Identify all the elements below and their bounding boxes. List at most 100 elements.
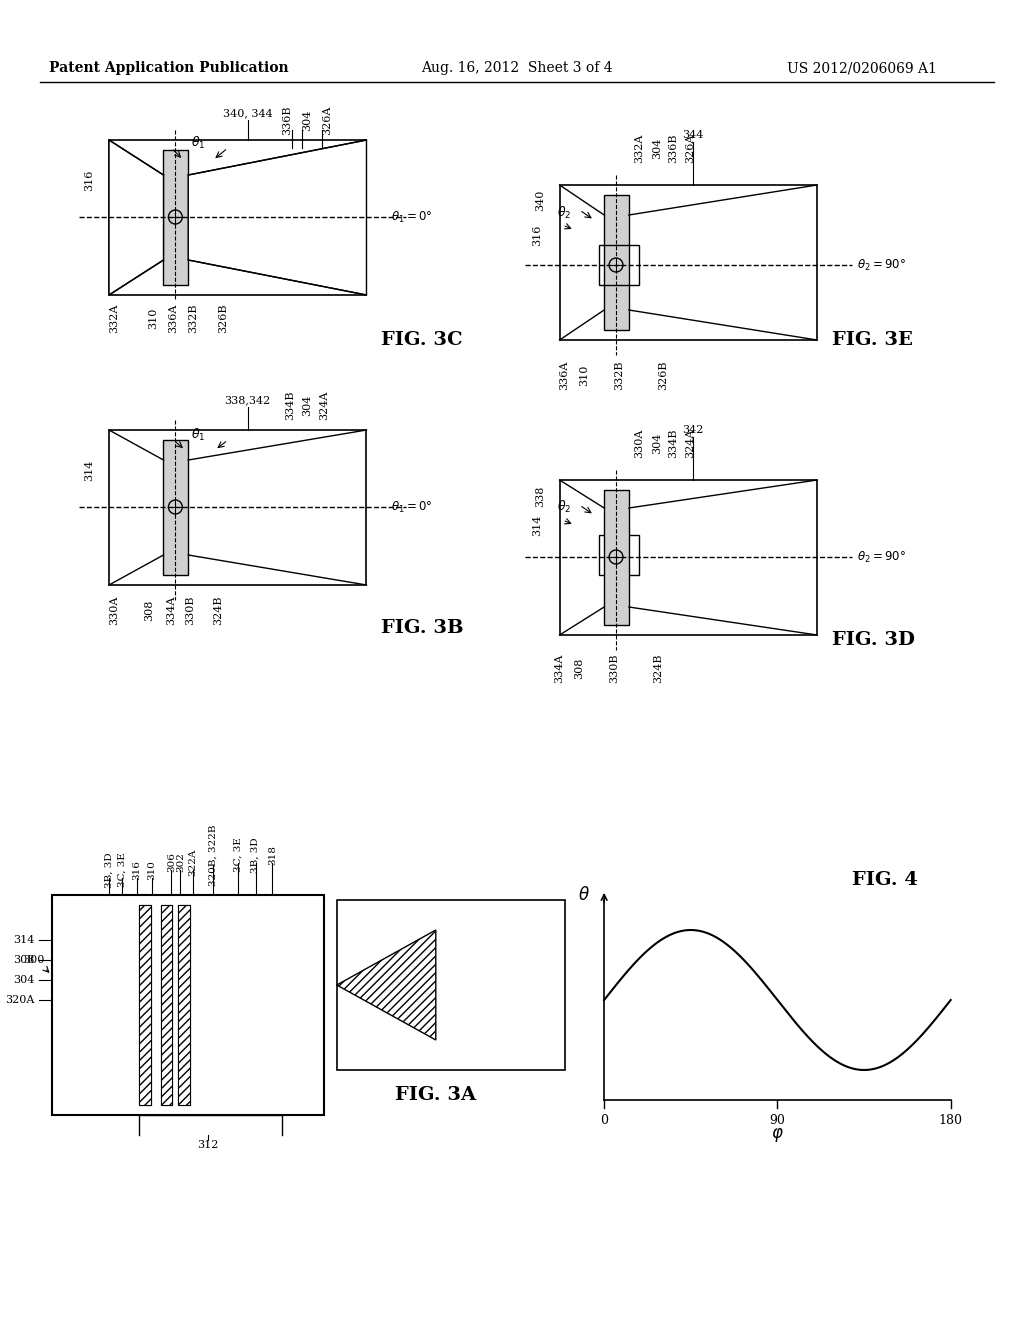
Text: 316: 316 bbox=[132, 861, 141, 880]
Text: Aug. 16, 2012  Sheet 3 of 4: Aug. 16, 2012 Sheet 3 of 4 bbox=[421, 61, 612, 75]
Text: 324B: 324B bbox=[653, 653, 664, 682]
Text: 324A: 324A bbox=[685, 428, 695, 458]
Text: $\theta$: $\theta$ bbox=[579, 886, 590, 904]
Text: FIG. 3C: FIG. 3C bbox=[381, 331, 463, 348]
Text: 3B, 3D: 3B, 3D bbox=[104, 853, 114, 888]
Text: $\varphi$: $\varphi$ bbox=[771, 1126, 783, 1144]
Bar bbox=[109, 430, 367, 585]
Text: 330B: 330B bbox=[609, 653, 620, 682]
Text: FIG. 4: FIG. 4 bbox=[852, 871, 918, 888]
Text: 334A: 334A bbox=[167, 595, 176, 624]
Bar bbox=[559, 185, 817, 341]
Text: 334B: 334B bbox=[669, 428, 679, 458]
Bar bbox=[337, 900, 564, 1071]
Bar bbox=[161, 906, 172, 1105]
Text: 304: 304 bbox=[13, 975, 35, 985]
Text: 330B: 330B bbox=[185, 595, 196, 624]
Text: 314: 314 bbox=[84, 459, 94, 480]
Text: 336A: 336A bbox=[559, 360, 569, 389]
Text: 342: 342 bbox=[683, 425, 703, 436]
Text: 3B, 3D: 3B, 3D bbox=[251, 837, 260, 873]
Text: $\theta_2 = 90°$: $\theta_2 = 90°$ bbox=[857, 549, 905, 565]
Text: $\theta_2 = 90°$: $\theta_2 = 90°$ bbox=[857, 257, 905, 272]
Text: 320A: 320A bbox=[5, 995, 35, 1005]
Text: 320B, 322B: 320B, 322B bbox=[209, 824, 217, 886]
Text: 302: 302 bbox=[176, 853, 184, 873]
Text: 324B: 324B bbox=[213, 595, 223, 624]
Bar bbox=[604, 490, 629, 624]
Bar bbox=[164, 150, 188, 285]
Text: 324A: 324A bbox=[318, 391, 329, 420]
Polygon shape bbox=[188, 140, 367, 294]
Text: 304: 304 bbox=[302, 395, 312, 416]
Text: 304: 304 bbox=[302, 110, 312, 131]
Bar bbox=[599, 246, 639, 285]
Text: 332A: 332A bbox=[109, 304, 119, 333]
Bar bbox=[559, 480, 817, 635]
Text: 326B: 326B bbox=[658, 360, 669, 389]
Text: 332B: 332B bbox=[188, 304, 199, 333]
Text: 304: 304 bbox=[651, 433, 662, 454]
Bar bbox=[164, 440, 188, 576]
Text: 308: 308 bbox=[574, 657, 585, 678]
Text: 340, 344: 340, 344 bbox=[223, 108, 272, 117]
Text: 310: 310 bbox=[148, 308, 159, 329]
Text: 326B: 326B bbox=[218, 304, 228, 333]
Bar bbox=[109, 140, 367, 294]
Text: Patent Application Publication: Patent Application Publication bbox=[48, 61, 288, 75]
Text: 316: 316 bbox=[531, 224, 542, 246]
Text: FIG. 3E: FIG. 3E bbox=[831, 331, 912, 348]
Text: 318: 318 bbox=[268, 845, 276, 865]
Text: 90: 90 bbox=[769, 1114, 785, 1126]
Bar bbox=[138, 906, 151, 1105]
Text: 336A: 336A bbox=[168, 304, 178, 333]
Text: FIG. 3B: FIG. 3B bbox=[381, 619, 464, 638]
Text: 332A: 332A bbox=[634, 133, 644, 162]
Text: 334B: 334B bbox=[286, 391, 295, 420]
Text: 306: 306 bbox=[167, 853, 176, 873]
Text: FIG. 3A: FIG. 3A bbox=[395, 1086, 476, 1104]
Bar bbox=[161, 906, 172, 1105]
Text: 3C, 3E: 3C, 3E bbox=[118, 853, 126, 887]
Text: 322A: 322A bbox=[188, 849, 198, 875]
Text: 330A: 330A bbox=[634, 428, 644, 458]
Text: US 2012/0206069 A1: US 2012/0206069 A1 bbox=[786, 61, 937, 75]
Text: 310: 310 bbox=[580, 364, 590, 385]
Text: $\theta_2$: $\theta_2$ bbox=[557, 205, 571, 220]
Text: 308: 308 bbox=[13, 954, 35, 965]
Text: $\theta_1$: $\theta_1$ bbox=[190, 135, 206, 150]
Text: $\theta_1 = 0°$: $\theta_1 = 0°$ bbox=[391, 499, 433, 515]
Text: 340: 340 bbox=[535, 189, 545, 211]
Text: 304: 304 bbox=[651, 137, 662, 158]
Polygon shape bbox=[109, 140, 164, 294]
Text: 312: 312 bbox=[198, 1140, 219, 1150]
Text: 336B: 336B bbox=[669, 133, 679, 162]
Text: 336B: 336B bbox=[283, 106, 292, 135]
Text: FIG. 3D: FIG. 3D bbox=[831, 631, 914, 649]
Text: 314: 314 bbox=[531, 515, 542, 536]
Text: 300: 300 bbox=[24, 954, 45, 965]
Bar bbox=[178, 906, 190, 1105]
Text: 338: 338 bbox=[535, 486, 545, 507]
Bar bbox=[599, 535, 639, 576]
Text: 326A: 326A bbox=[322, 106, 332, 135]
Text: 314: 314 bbox=[13, 935, 35, 945]
Text: 332B: 332B bbox=[614, 360, 624, 389]
Text: $\theta_2$: $\theta_2$ bbox=[557, 499, 571, 515]
Text: 0: 0 bbox=[600, 1114, 608, 1126]
Text: 326A: 326A bbox=[685, 133, 695, 162]
Text: 316: 316 bbox=[84, 169, 94, 190]
Text: $\theta_1$: $\theta_1$ bbox=[190, 426, 206, 444]
Text: 344: 344 bbox=[683, 129, 703, 140]
Text: 338,342: 338,342 bbox=[224, 395, 270, 405]
Text: $\theta_1 = 0°$: $\theta_1 = 0°$ bbox=[391, 210, 433, 224]
Text: 310: 310 bbox=[147, 861, 156, 880]
Bar bbox=[138, 906, 151, 1105]
Text: 330A: 330A bbox=[109, 595, 119, 624]
Text: 308: 308 bbox=[143, 599, 154, 620]
Bar bbox=[604, 195, 629, 330]
Text: 334A: 334A bbox=[555, 653, 564, 682]
Text: 3C, 3E: 3C, 3E bbox=[233, 838, 243, 873]
Text: 180: 180 bbox=[939, 1114, 963, 1126]
Bar bbox=[178, 906, 190, 1105]
